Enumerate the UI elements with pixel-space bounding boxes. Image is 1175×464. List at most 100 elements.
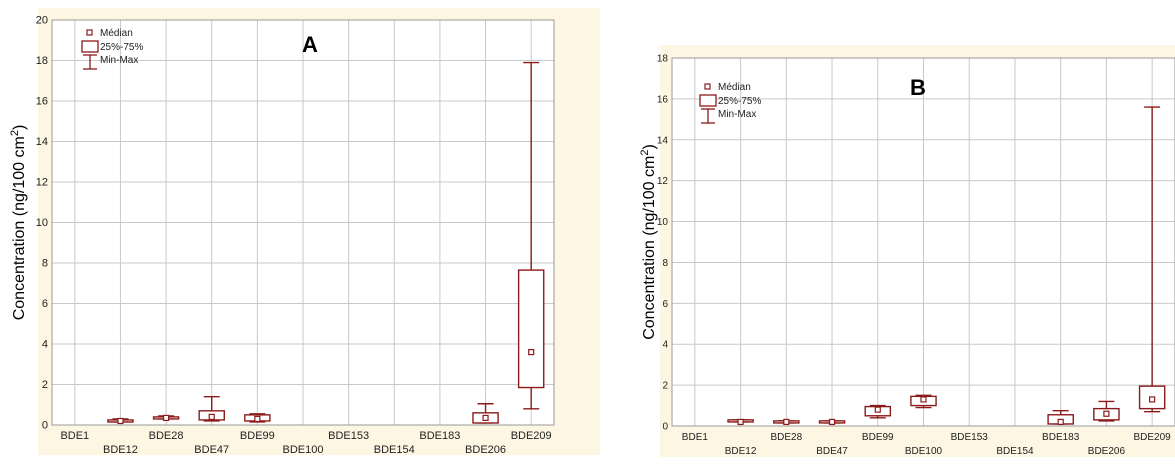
panel-title: A bbox=[302, 32, 318, 57]
box-BDE209 bbox=[517, 61, 545, 410]
y-tick-label: 10 bbox=[36, 217, 48, 229]
box-BDE209 bbox=[1138, 106, 1166, 413]
x-tick-label: BDE99 bbox=[862, 432, 894, 443]
x-tick-label: BDE206 bbox=[465, 444, 506, 456]
median-marker bbox=[1057, 418, 1064, 426]
legend-iqr-icon bbox=[81, 40, 99, 53]
box-BDE28 bbox=[152, 414, 180, 422]
y-tick-label: 6 bbox=[42, 298, 48, 310]
y-tick-label: 12 bbox=[36, 177, 48, 189]
y-tick-label: 18 bbox=[36, 55, 48, 67]
y-tick-label: 4 bbox=[42, 339, 48, 351]
x-tick-label: BDE154 bbox=[374, 444, 415, 456]
y-axis-label: Concentration (ng/100 cm2) bbox=[9, 125, 28, 321]
y-tick-label: 8 bbox=[662, 258, 668, 269]
box-BDE183 bbox=[1047, 409, 1074, 426]
y-tick-label: 4 bbox=[662, 340, 668, 351]
box-BDE12 bbox=[107, 417, 134, 425]
x-tick-label: BDE12 bbox=[725, 446, 757, 457]
median-marker bbox=[117, 417, 124, 425]
x-tick-label: BDE12 bbox=[103, 444, 138, 456]
median-marker bbox=[1149, 396, 1156, 403]
y-axis-label-main: Concentration (ng/100 cm bbox=[11, 136, 28, 320]
chart-panel-A: 0 2 4 6 8 10 12 14 16 18 20 BDE1 BDE12 BDE28 BDE47 BDE9… bbox=[9, 8, 600, 456]
legend-iqr-label: 25%-75% bbox=[718, 96, 761, 107]
legend-median-icon bbox=[86, 29, 93, 36]
y-tick-label: 16 bbox=[36, 96, 48, 108]
median-marker bbox=[828, 418, 836, 426]
legend-iqr-label: 25%-75% bbox=[100, 42, 143, 53]
box-BDE99 bbox=[244, 413, 271, 423]
x-tick-label: BDE153 bbox=[951, 432, 989, 443]
y-tick-label: 12 bbox=[657, 176, 669, 187]
legend: Médian 25%-75% Min-Max bbox=[81, 28, 143, 70]
box-BDE206 bbox=[1093, 400, 1120, 422]
legend-range-label: Min-Max bbox=[100, 55, 138, 66]
median-marker bbox=[783, 418, 790, 426]
median-marker bbox=[208, 413, 215, 420]
y-tick-label: 18 bbox=[657, 54, 669, 65]
x-tick-label: BDE154 bbox=[996, 446, 1034, 457]
x-tick-label: BDE28 bbox=[770, 432, 802, 443]
iqr-box bbox=[517, 269, 545, 389]
box-BDE99 bbox=[864, 404, 892, 419]
x-tick-label: BDE100 bbox=[905, 446, 943, 457]
legend-range-label: Min-Max bbox=[718, 109, 756, 120]
x-tick-label: BDE1 bbox=[682, 432, 709, 443]
x-tick-label: BDE209 bbox=[511, 430, 552, 442]
y-tick-label: 10 bbox=[657, 217, 669, 228]
x-tick-label: BDE47 bbox=[816, 446, 848, 457]
legend-median-label: Médian bbox=[718, 82, 751, 93]
median-marker bbox=[920, 396, 927, 403]
median-marker bbox=[162, 414, 170, 422]
legend-iqr-icon bbox=[699, 94, 717, 107]
y-tick-label: 20 bbox=[36, 15, 48, 27]
x-tick-label: BDE99 bbox=[240, 430, 275, 442]
y-axis-label-close: ) bbox=[641, 144, 658, 149]
y-axis-label-superscript: 2 bbox=[9, 130, 21, 136]
chart-panel-B: 0 2 4 6 8 10 12 14 16 18 BDE1 BDE12 BDE28 BDE47 BDE99 B… bbox=[639, 45, 1175, 457]
box-BDE47 bbox=[818, 418, 846, 426]
legend-median-label: Médian bbox=[100, 28, 133, 39]
box-BDE28 bbox=[773, 418, 800, 426]
x-tick-label: BDE209 bbox=[1134, 432, 1172, 443]
y-tick-label: 2 bbox=[42, 379, 48, 391]
x-tick-label: BDE47 bbox=[194, 444, 229, 456]
y-tick-label: 2 bbox=[662, 381, 668, 392]
y-axis-label-close: ) bbox=[11, 125, 28, 130]
y-axis-label-superscript: 2 bbox=[639, 150, 651, 156]
y-axis-label: Concentration (ng/100 cm2) bbox=[639, 144, 658, 340]
y-tick-label: 0 bbox=[662, 422, 668, 433]
x-tick-label: BDE1 bbox=[60, 430, 89, 442]
median-marker bbox=[737, 418, 744, 426]
y-tick-label: 14 bbox=[657, 135, 669, 146]
box-BDE206 bbox=[472, 403, 499, 424]
x-tick-label: BDE183 bbox=[419, 430, 460, 442]
x-tick-label: BDE206 bbox=[1088, 446, 1126, 457]
plot-border bbox=[51, 19, 555, 426]
x-tick-label: BDE100 bbox=[283, 444, 324, 456]
plot-border bbox=[671, 57, 1175, 427]
legend: Médian 25%-75% Min-Max bbox=[699, 82, 761, 124]
median-marker bbox=[482, 414, 489, 422]
y-axis-label-main: Concentration (ng/100 cm bbox=[641, 156, 658, 340]
x-tick-label: BDE28 bbox=[149, 430, 184, 442]
y-tick-label: 6 bbox=[662, 299, 668, 310]
y-tick-label: 8 bbox=[42, 258, 48, 270]
median-marker bbox=[1103, 410, 1110, 417]
legend-median-icon bbox=[704, 83, 711, 90]
box-BDE12 bbox=[727, 418, 754, 426]
box-BDE100 bbox=[910, 394, 937, 409]
box-BDE47 bbox=[198, 395, 225, 422]
median-marker bbox=[528, 349, 535, 356]
y-tick-label: 14 bbox=[36, 136, 48, 148]
y-tick-label: 0 bbox=[42, 420, 48, 432]
median-marker bbox=[874, 406, 881, 413]
x-tick-label: BDE183 bbox=[1042, 432, 1080, 443]
y-tick-label: 16 bbox=[657, 94, 669, 105]
x-tick-label: BDE153 bbox=[328, 430, 369, 442]
median-marker bbox=[254, 415, 261, 423]
panel-title: B bbox=[910, 75, 926, 100]
